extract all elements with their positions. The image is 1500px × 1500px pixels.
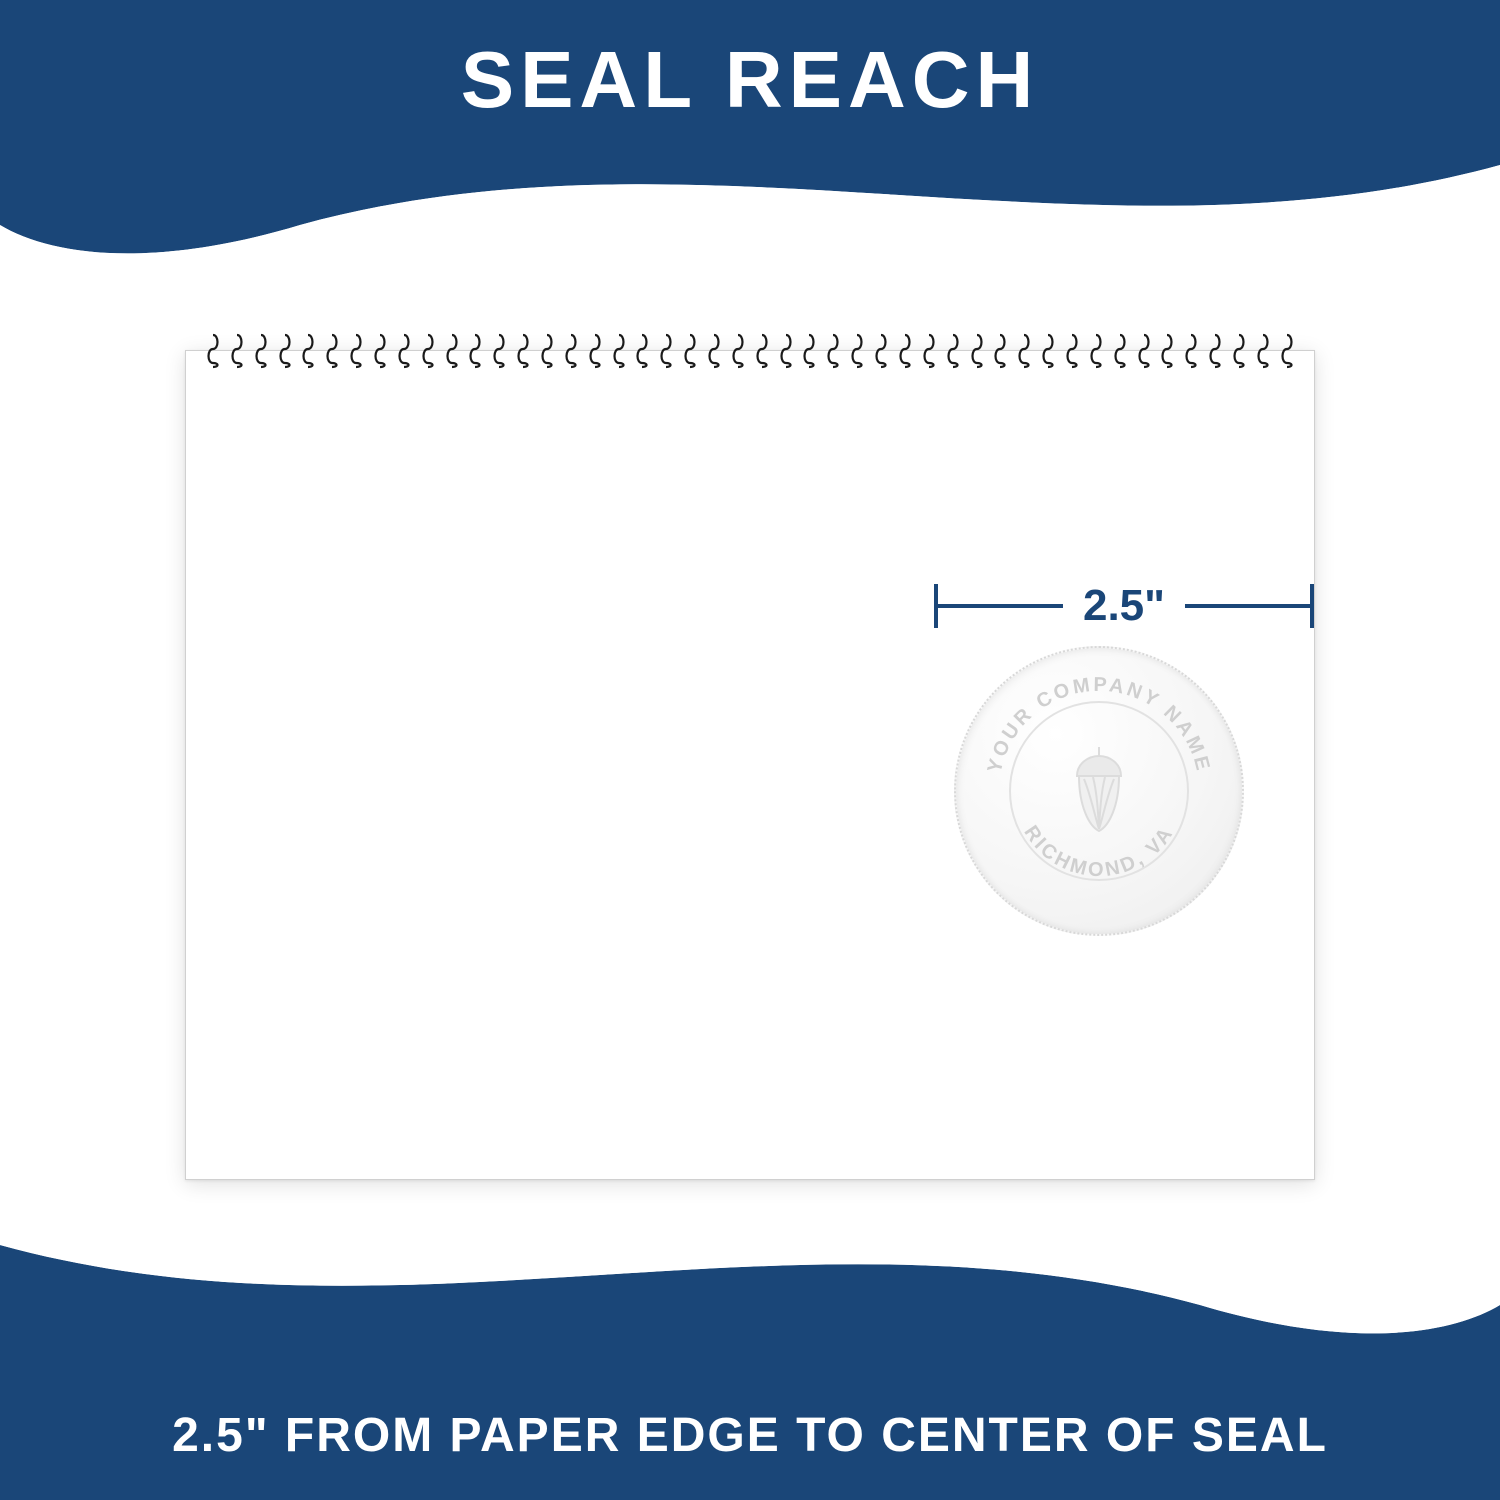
content-area: 2.5" YOUR COMPANY NAME RICHMOND, VA [0,290,1500,1240]
top-wave-decoration [0,155,1500,295]
spiral-ring-icon [1160,333,1174,369]
spiral-ring-icon [635,333,649,369]
notebook-paper: 2.5" YOUR COMPANY NAME RICHMOND, VA [185,350,1315,1180]
spiral-ring-icon [492,333,506,369]
spiral-ring-icon [516,333,530,369]
spiral-ring-icon [1065,333,1079,369]
spiral-ring-icon [445,333,459,369]
spiral-ring-icon [970,333,984,369]
spiral-ring-icon [254,333,268,369]
spiral-ring-icon [373,333,387,369]
footer-band: 2.5" FROM PAPER EDGE TO CENTER OF SEAL [0,1370,1500,1500]
embossed-seal: YOUR COMPANY NAME RICHMOND, VA [954,646,1244,936]
spiral-ring-icon [707,333,721,369]
spiral-ring-icon [588,333,602,369]
spiral-ring-icon [1208,333,1222,369]
spiral-ring-icon [779,333,793,369]
spiral-ring-icon [1232,333,1246,369]
spiral-ring-icon [922,333,936,369]
measure-tick-right [1310,584,1314,628]
spiral-ring-icon [1017,333,1031,369]
spiral-ring-icon [1256,333,1270,369]
spiral-ring-icon [1280,333,1294,369]
spiral-ring-icon [349,333,363,369]
spiral-ring-icon [802,333,816,369]
spiral-ring-icon [206,333,220,369]
spiral-ring-icon [1089,333,1103,369]
spiral-ring-icon [993,333,1007,369]
footer-text: 2.5" FROM PAPER EDGE TO CENTER OF SEAL [172,1408,1328,1463]
spiral-ring-icon [683,333,697,369]
spiral-ring-icon [540,333,554,369]
spiral-ring-icon [301,333,315,369]
spiral-ring-icon [898,333,912,369]
acorn-icon [1049,741,1149,841]
spiral-ring-icon [421,333,435,369]
spiral-ring-icon [874,333,888,369]
spiral-ring-icon [325,333,339,369]
spiral-ring-icon [755,333,769,369]
spiral-ring-icon [230,333,244,369]
measurement-indicator: 2.5" [934,576,1314,636]
header-title: SEAL REACH [461,34,1040,126]
spiral-ring-icon [1041,333,1055,369]
header-band: SEAL REACH [0,0,1500,160]
spiral-ring-icon [659,333,673,369]
spiral-binding [206,333,1294,369]
bottom-wave-decoration [0,1235,1500,1375]
spiral-ring-icon [850,333,864,369]
spiral-ring-icon [278,333,292,369]
spiral-ring-icon [564,333,578,369]
spiral-ring-icon [1137,333,1151,369]
spiral-ring-icon [946,333,960,369]
spiral-ring-icon [1184,333,1198,369]
measure-label: 2.5" [1063,581,1185,631]
spiral-ring-icon [397,333,411,369]
spiral-ring-icon [468,333,482,369]
spiral-ring-icon [1113,333,1127,369]
spiral-ring-icon [731,333,745,369]
seal-center-emblem [1049,741,1149,841]
spiral-ring-icon [612,333,626,369]
spiral-ring-icon [826,333,840,369]
